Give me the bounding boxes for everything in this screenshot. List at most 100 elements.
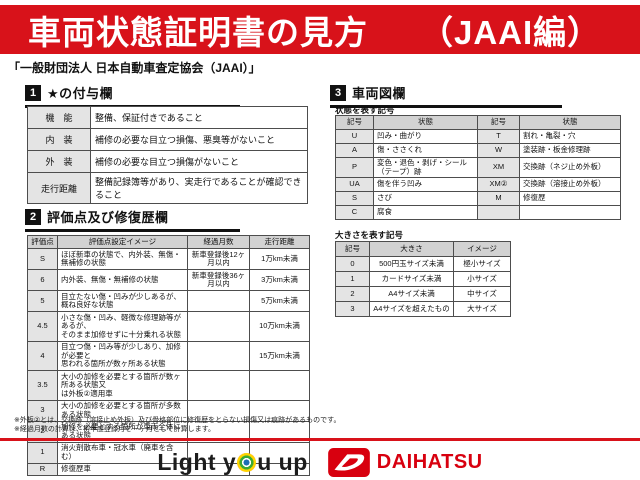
column-header: 記号 [335, 115, 374, 130]
table-row: 外 装補修の必要な目立つ損傷がないこと [27, 150, 308, 173]
table-cell: 傷を伴う凹み [373, 177, 478, 192]
table-row: U 凹み・曲がり T 割れ・亀裂・穴 [335, 129, 621, 144]
table-cell: ほぼ新車の状態で、内外装、無傷・無補修の状態 [57, 248, 188, 270]
column-header: 評価点 [27, 235, 58, 249]
column-header: イメージ [453, 241, 511, 257]
target-circle-icon [237, 452, 257, 472]
column-header: 記号 [477, 115, 520, 130]
table-row: 3 A4サイズを超えたもの 大サイズ [335, 301, 511, 317]
footer-divider [0, 438, 640, 441]
table-cell: A [335, 143, 374, 158]
table-cell: W [477, 143, 520, 158]
table-cell: 目立つ傷・凹み等が少しあり、加修が必要と 思われる箇所が数ヶ所ある状態 [57, 340, 188, 371]
section2-heading: 2 評価点及び修復歴欄 [25, 207, 240, 232]
column-header: 状態 [519, 115, 621, 130]
star-criteria-table: 機 能整備、保証付きであること内 装補修の必要な目立つ損傷、悪臭等がないこと外 … [27, 106, 308, 204]
table-cell: A4サイズを超えたもの [369, 301, 454, 317]
table-cell: 機 能 [27, 106, 91, 129]
table-row: 2 A4サイズ未満 中サイズ [335, 286, 511, 302]
table-cell [187, 311, 250, 342]
state-symbols-table: 記号 状態 記号 状態 U 凹み・曲がり T 割れ・亀裂・穴 A 傷・ささくれ W 塗装跡・板金修理… [335, 115, 621, 220]
table-cell: 15万km未満 [249, 340, 310, 371]
table-cell: 補修の必要な目立つ損傷がないこと [90, 150, 308, 173]
table-cell: 500円玉サイズ未満 [369, 256, 454, 272]
size-symbols-table: 記号 大きさ イメージ 0 500円玉サイズ未満 極小サイズ 1 カードサイズ未満 小サイズ 2… [335, 241, 511, 317]
table-row: 機 能整備、保証付きであること [27, 106, 308, 129]
table-header-row: 記号 大きさ イメージ [335, 241, 511, 257]
table-cell: P [335, 157, 374, 178]
table-cell: 新車登録後12ヶ月以内 [187, 248, 250, 270]
table-cell [519, 205, 621, 220]
state-symbols-label: 状態を表す記号 [335, 105, 395, 115]
table-cell [187, 340, 250, 371]
table-cell: 外 装 [27, 150, 91, 173]
table-cell: 割れ・亀裂・穴 [519, 129, 621, 144]
table-cell [187, 370, 250, 401]
light-you-up-text-left: Light y [157, 448, 237, 475]
size-symbols-label: 大きさを表す記号 [335, 230, 404, 240]
table-cell: 腐食 [373, 205, 478, 220]
table-cell: 3万km未満 [249, 269, 310, 291]
table-cell: 3.5 [27, 370, 58, 401]
table-cell: R [27, 462, 58, 476]
table-row: 4 目立つ傷・凹み等が少しあり、加修が必要と 思われる箇所が数ヶ所ある状態 15万k… [27, 340, 310, 371]
table-cell: U [335, 129, 374, 144]
section1-title: ★の付与欄 [47, 86, 114, 101]
table-cell: 内 装 [27, 128, 91, 151]
table-cell: UA [335, 177, 374, 192]
table-cell: 内外装、無傷・無補修の状態 [57, 269, 188, 291]
table-cell: 1 [335, 271, 370, 287]
table-cell: 目立たない傷・凹みが少しあるが、概ね良好な状態 [57, 290, 188, 312]
table-cell: 1 [27, 441, 58, 464]
table-cell: 2 [335, 286, 370, 302]
table-cell: 5 [27, 290, 58, 312]
table-cell: 変色・退色・剥げ・シール（テープ）跡 [373, 157, 478, 178]
table-cell: 4 [27, 340, 58, 371]
footnote-line: ※経過月数の計算は、初年度登録月を一ヶ月として計算します。 [14, 426, 215, 433]
table-cell: 新車登録後36ヶ月以内 [187, 269, 250, 291]
table-cell: C [335, 205, 374, 220]
grade-history-table: 評価点 評価点設定イメージ 経過月数 走行距離 S ほぼ新車の状態で、内外装、無傷・無補… [27, 235, 310, 476]
table-cell: 凹み・曲がり [373, 129, 478, 144]
footnotes: ※外板②とは、交換跡（溶接止め外板）及び骨格部位に修復歴をとらない損傷又は痕跡が… [14, 416, 340, 434]
table-row: UA 傷を伴う凹み XM② 交換跡（溶接止め外板） [335, 177, 621, 192]
daihatsu-logo: DAIHATSU [327, 447, 483, 477]
light-you-up-text-right: u up [257, 448, 308, 475]
table-cell: 大小の加修を必要とする箇所が数ヶ所ある状態又 は外板②適用車 [57, 370, 188, 401]
column-header: 状態 [373, 115, 478, 130]
section2-number-badge: 2 [25, 208, 41, 225]
table-cell: 交換跡（ネジ止め外板） [519, 157, 621, 178]
table-row: 内 装補修の必要な目立つ損傷、悪臭等がないこと [27, 128, 308, 151]
table-header-row: 記号 状態 記号 状態 [335, 115, 621, 130]
table-cell: 3 [335, 301, 370, 317]
table-cell: 5万km未満 [249, 290, 310, 312]
table-row: A 傷・ささくれ W 塗装跡・板金修理跡 [335, 143, 621, 158]
table-cell [249, 441, 310, 464]
table-cell: 整備記録簿等があり、実走行であることが確認できること [90, 172, 308, 204]
table-cell: 中サイズ [453, 286, 511, 302]
page-title: 車両状態証明書の見方 [28, 13, 368, 51]
light-you-up-logo: Light y u up [157, 449, 307, 476]
table-cell: S [27, 248, 58, 270]
table-cell: 交換跡（溶接止め外板） [519, 177, 621, 192]
table-cell: 極小サイズ [453, 256, 511, 272]
column-header: 大きさ [369, 241, 454, 257]
table-cell: さび [373, 191, 478, 206]
table-cell: 補修の必要な目立つ損傷、悪臭等がないこと [90, 128, 308, 151]
table-cell: 小さな傷・凹み、軽微な修理跡等があるが、 そのまま加修せずに十分乗れる状態 [57, 311, 188, 342]
table-row: 5 目立たない傷・凹みが少しあるが、概ね良好な状態 5万km未満 [27, 290, 310, 312]
table-cell: 塗装跡・板金修理跡 [519, 143, 621, 158]
section1-number-badge: 1 [25, 84, 41, 101]
table-row: 3.5 大小の加修を必要とする箇所が数ヶ所ある状態又 は外板②適用車 [27, 370, 310, 401]
section3-number-badge: 3 [330, 84, 346, 101]
table-row: 6 内外装、無傷・無補修の状態 新車登録後36ヶ月以内 3万km未満 [27, 269, 310, 291]
table-cell: 1万km未満 [249, 248, 310, 270]
section2-title: 評価点及び修復歴欄 [47, 210, 169, 225]
table-cell [249, 370, 310, 401]
column-header: 評価点設定イメージ [57, 235, 188, 249]
table-cell: カードサイズ未満 [369, 271, 454, 287]
section3-title: 車両図欄 [352, 86, 407, 101]
table-row: 1 カードサイズ未満 小サイズ [335, 271, 511, 287]
title-banner: 車両状態証明書の見方 （JAAI編） [0, 5, 640, 54]
table-cell: 修復歴 [519, 191, 621, 206]
